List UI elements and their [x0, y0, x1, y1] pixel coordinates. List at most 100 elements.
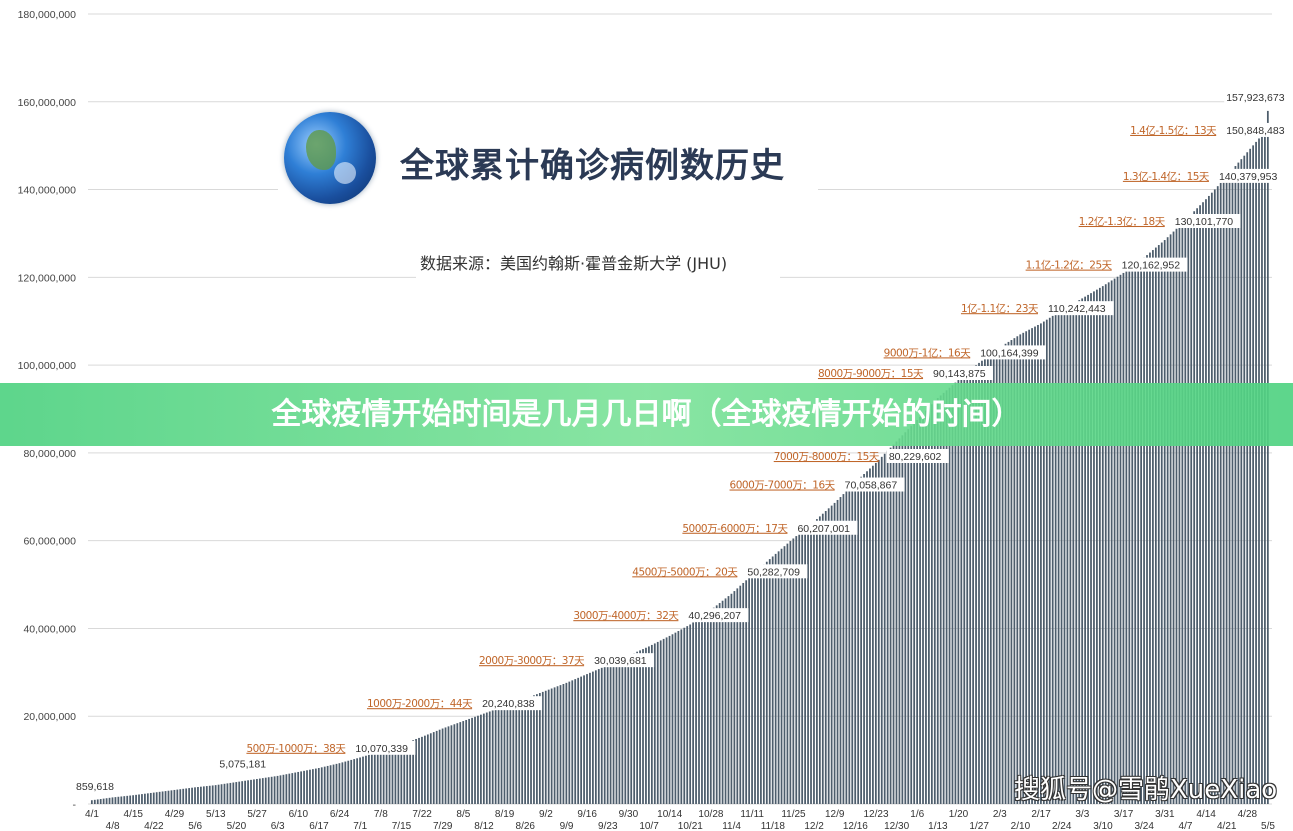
- bar: [185, 788, 188, 804]
- bar: [244, 780, 246, 804]
- bar: [152, 792, 155, 804]
- value-label: 140,379,953: [1219, 171, 1278, 183]
- y-tick-label: 80,000,000: [23, 448, 76, 460]
- bar: [205, 786, 208, 804]
- bar: [158, 791, 161, 804]
- bar: [474, 716, 476, 804]
- bar: [253, 779, 255, 804]
- data-source-note: 数据来源：美国约翰斯·霍普金斯大学 (JHU): [416, 248, 780, 280]
- bar: [1202, 202, 1204, 804]
- x-tick-label: 1/13: [928, 821, 948, 831]
- x-tick-label: 11/18: [761, 821, 786, 831]
- y-tick-label: 100,000,000: [18, 360, 77, 372]
- x-tick-label: 9/16: [577, 809, 597, 820]
- bar: [135, 794, 137, 804]
- bar: [771, 556, 774, 804]
- bar: [801, 531, 804, 804]
- bar: [1157, 245, 1160, 805]
- bar: [612, 662, 615, 804]
- bar: [748, 577, 750, 804]
- bar: [465, 719, 468, 804]
- bar: [1037, 324, 1039, 804]
- x-tick-label: 2/10: [1011, 821, 1031, 831]
- bar: [1134, 264, 1137, 805]
- bar: [951, 385, 954, 804]
- x-tick-label: 12/16: [843, 821, 868, 831]
- bar: [609, 663, 612, 804]
- bar: [727, 596, 730, 804]
- bar: [648, 646, 650, 804]
- bar: [621, 658, 624, 804]
- bar: [1166, 237, 1169, 804]
- bar: [1255, 141, 1257, 804]
- bar: [618, 659, 621, 804]
- bar: [1098, 287, 1101, 804]
- x-tick-label: 7/15: [392, 821, 412, 831]
- bar: [108, 797, 111, 804]
- bar: [394, 746, 397, 804]
- bar: [264, 777, 267, 804]
- bar: [1022, 332, 1025, 804]
- x-tick-label: 4/15: [124, 809, 144, 820]
- bar: [656, 641, 659, 804]
- bar: [807, 526, 809, 804]
- bar: [406, 742, 409, 804]
- bar: [214, 785, 217, 804]
- bar: [1219, 182, 1222, 804]
- bar: [1240, 159, 1243, 804]
- bar: [273, 776, 276, 804]
- value-label: 20,240,838: [482, 698, 535, 710]
- bar: [365, 755, 367, 804]
- x-tick-label: 6/3: [271, 821, 285, 831]
- bar: [863, 474, 865, 804]
- value-label: 40,296,207: [688, 610, 741, 622]
- x-tick-label: 7/22: [412, 809, 432, 820]
- bar: [704, 614, 706, 804]
- bar: [132, 795, 134, 804]
- bar: [780, 548, 783, 804]
- bar: [583, 675, 585, 804]
- bar: [438, 729, 441, 804]
- x-tick-label: 10/28: [698, 809, 723, 820]
- bar: [544, 690, 547, 804]
- bar: [948, 387, 951, 804]
- bar: [388, 748, 391, 804]
- bar: [208, 785, 211, 804]
- bar: [1116, 276, 1119, 804]
- bar: [1104, 284, 1107, 804]
- bar: [129, 795, 132, 804]
- bar: [1208, 195, 1210, 804]
- x-tick-label: 11/4: [722, 821, 741, 831]
- bar: [783, 546, 786, 804]
- bar: [792, 538, 795, 804]
- bar: [597, 669, 600, 804]
- bar: [795, 536, 798, 804]
- milestone-label: 2000万-3000万：37天: [479, 655, 585, 667]
- milestone-label: 1.2亿-1.3亿：18天: [1079, 215, 1166, 228]
- bar: [485, 712, 488, 804]
- bar: [1054, 314, 1057, 804]
- bar: [176, 789, 179, 804]
- bar: [541, 691, 544, 804]
- bar: [559, 685, 562, 804]
- x-tick-label: 4/28: [1238, 809, 1258, 820]
- bar: [986, 356, 989, 804]
- value-label: 60,207,001: [797, 523, 850, 535]
- bar: [1225, 176, 1228, 804]
- milestone-label: 3000万-4000万：32天: [573, 610, 679, 622]
- bar: [303, 770, 305, 804]
- bar: [179, 789, 182, 804]
- x-tick-label: 10/14: [657, 809, 682, 820]
- value-label-bg: [978, 345, 1047, 360]
- bar: [146, 793, 149, 804]
- bar: [739, 585, 742, 804]
- bar: [827, 508, 830, 804]
- x-tick-label: 4/21: [1217, 821, 1237, 831]
- bar: [314, 768, 317, 804]
- bar: [250, 779, 252, 804]
- bar: [736, 588, 739, 804]
- bar: [824, 511, 827, 804]
- bar: [1051, 315, 1054, 804]
- bar: [368, 754, 370, 804]
